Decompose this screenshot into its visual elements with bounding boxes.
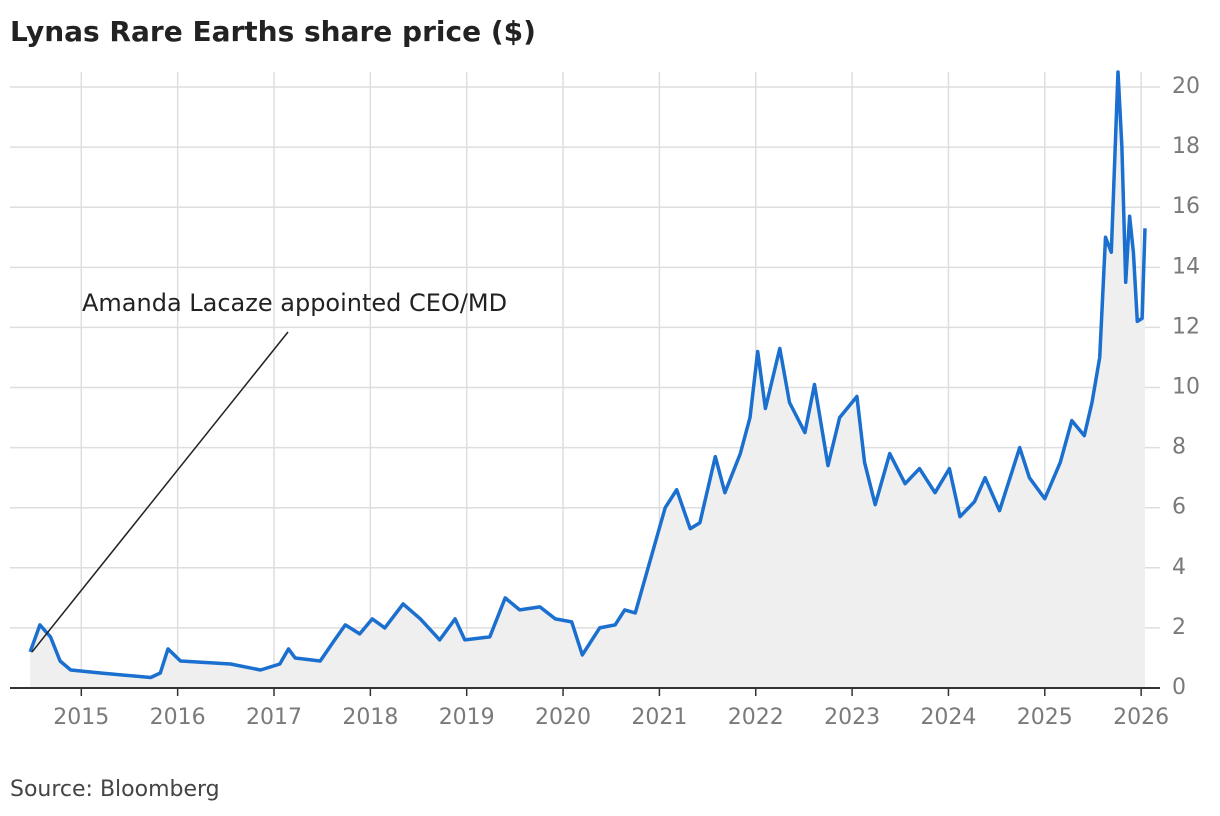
y-tick-label: 12 [1172, 314, 1200, 339]
y-tick-label: 10 [1172, 375, 1200, 400]
y-tick-label: 18 [1172, 134, 1200, 159]
x-tick-label: 2024 [920, 705, 976, 730]
x-tick-label: 2022 [728, 705, 784, 730]
x-tick-label: 2026 [1113, 705, 1169, 730]
annotation: Amanda Lacaze appointed CEO/MD [82, 289, 507, 317]
y-tick-label: 8 [1172, 435, 1186, 460]
x-tick-label: 2016 [150, 705, 206, 730]
area [30, 72, 1146, 688]
y-tick-label: 0 [1172, 675, 1186, 700]
chart-title: Lynas Rare Earths share price ($) [10, 15, 536, 48]
y-tick-label: 2 [1172, 615, 1186, 640]
x-tick-label: 2023 [824, 705, 880, 730]
x-tick-label: 2019 [439, 705, 495, 730]
line [28, 70, 1147, 680]
y-tick-label: 20 [1172, 74, 1200, 99]
x-tick-label: 2020 [535, 705, 591, 730]
y-tick-label: 16 [1172, 194, 1200, 219]
x-tick-label: 2018 [342, 705, 398, 730]
x-tick-label: 2017 [246, 705, 302, 730]
y-tick-label: 14 [1172, 254, 1200, 279]
x-tick-label: 2021 [631, 705, 687, 730]
x-tick-label: 2025 [1017, 705, 1073, 730]
source: Source: Bloomberg [10, 777, 220, 802]
y-tick-label: 4 [1172, 555, 1186, 580]
annotation-line [31, 331, 289, 653]
y-tick-label: 6 [1172, 495, 1186, 520]
x-tick-label: 2015 [53, 705, 109, 730]
